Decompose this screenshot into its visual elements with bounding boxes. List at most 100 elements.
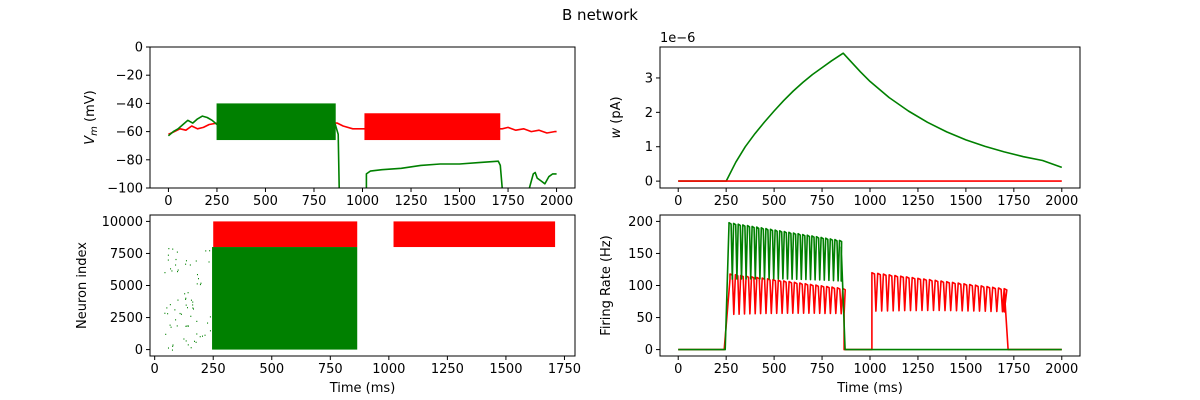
raster-sparse-spike (166, 307, 168, 309)
y-axis-label-unit: (pA) (609, 96, 624, 127)
y-tick-label: −80 (116, 153, 143, 168)
x-tick-label: 1750 (492, 194, 525, 209)
raster-sparse-spike (175, 258, 177, 261)
raster-sparse-spike (185, 304, 187, 306)
raster-sparse-spike (195, 341, 197, 343)
raster-sparse-spike (186, 325, 188, 327)
raster-sparse-spike (184, 293, 186, 295)
x-tick-label: 0 (674, 362, 682, 377)
axes-frame (149, 214, 576, 357)
raster-sparse-spike (169, 304, 171, 306)
raster-sparse-spike (208, 261, 210, 263)
raster-spike-block (212, 247, 358, 350)
raster-sparse-spike (186, 307, 188, 309)
x-tick-label: 1250 (901, 362, 934, 377)
raster-sparse-spike (207, 322, 209, 324)
y-tick-label: −40 (116, 97, 143, 112)
x-tick-label: 1750 (997, 362, 1030, 377)
raster-sparse-spike (185, 263, 187, 265)
y-axis-label: Neuron index (75, 242, 90, 329)
y-tick-label: 0 (645, 343, 653, 358)
raster-sparse-spike (177, 269, 179, 271)
raster-sparse-spike (167, 254, 169, 256)
x-tick-label: 250 (205, 194, 230, 209)
y-tick-label: 2500 (110, 311, 143, 326)
raster-sparse-spike (164, 312, 166, 314)
y-axis-label: w (pA) (609, 96, 624, 138)
raster-sparse-spike (171, 270, 173, 272)
raster-sparse-spike (185, 297, 187, 299)
x-tick-label: 1500 (489, 362, 522, 377)
w-green-trace (678, 52, 1063, 182)
raster-spike-block (213, 221, 358, 248)
x-tick-label: 250 (201, 362, 226, 377)
y-tick-label: 7500 (110, 247, 143, 262)
raster-sparse-spike (201, 335, 203, 337)
raster-sparse-spike (195, 260, 197, 262)
raster-sparse-spike (185, 325, 187, 327)
raster-sparse-spike (170, 268, 172, 270)
raster-sparse-spike (194, 340, 196, 342)
x-tick-label: 1000 (346, 194, 379, 209)
raster-sparse-spike (209, 250, 211, 252)
firing-rate-panel: 0 250 500 750 1000 1250 1500 1750 2000 0 50 100 150 2… (599, 214, 1081, 396)
raster-sparse-spike (170, 326, 172, 328)
axes-frame (149, 46, 576, 189)
y-tick-label: 0 (645, 175, 653, 190)
raster-sparse-spike (192, 304, 194, 306)
raster-sparse-spike (175, 319, 177, 321)
y-tick-label: −100 (107, 182, 143, 197)
y-tick-label: 3 (645, 71, 653, 86)
x-tick-label: 1000 (853, 362, 886, 377)
raster-sparse-spike (187, 292, 189, 294)
x-tick-label: 0 (164, 194, 172, 209)
x-tick-label: 1500 (949, 194, 982, 209)
raster-sparse-spike (189, 264, 191, 266)
raster-sparse-spike (169, 324, 171, 326)
vm-panel: 0 250 500 750 1000 1250 1500 1750 2000 0 −20 −40 −60… (83, 41, 576, 209)
x-tick-label: 1250 (901, 194, 934, 209)
raster-spike-block (393, 221, 556, 248)
axes-frame (659, 46, 1081, 189)
raster-sparse-spike (164, 272, 166, 274)
raster-sparse-spike (205, 250, 207, 252)
w-panel: 0 250 500 750 1000 1250 1500 1750 2000 0 1 2 3 w (pA)… (609, 31, 1081, 209)
raster-sparse-spike (192, 301, 194, 303)
y-tick-label: 200 (628, 215, 653, 230)
x-tick-label: 1000 (853, 194, 886, 209)
x-tick-label: 500 (259, 362, 284, 377)
rate-green-trace (678, 221, 1062, 351)
raster-sparse-spike (199, 283, 201, 286)
raster-sparse-spike (185, 298, 187, 300)
axes-frame (659, 214, 1081, 357)
raster-sparse-spike (177, 270, 179, 273)
x-tick-label: 1750 (548, 362, 581, 377)
raster-sparse-spike (177, 299, 179, 301)
raster-sparse-spike (167, 259, 169, 261)
x-tick-label: 750 (810, 362, 835, 377)
raster-sparse-spike (185, 260, 187, 262)
x-tick-label: 750 (302, 194, 327, 209)
x-tick-label: 2000 (1045, 194, 1078, 209)
x-tick-label: 0 (674, 194, 682, 209)
raster-sparse-spike (197, 278, 199, 280)
x-tick-label: 1250 (431, 362, 464, 377)
raster-sparse-spike (165, 333, 167, 335)
raster-sparse-spike (196, 283, 198, 285)
x-tick-label: 1500 (949, 362, 982, 377)
raster-sparse-spike (209, 330, 211, 332)
raster-sparse-spike (190, 347, 192, 349)
y-tick-label: 2 (645, 106, 653, 121)
x-tick-label: 0 (151, 362, 159, 377)
raster-sparse-spike (167, 313, 169, 315)
y-tick-label: 50 (636, 311, 653, 326)
raster-sparse-spike (175, 264, 177, 266)
raster-sparse-spike (174, 309, 176, 311)
x-tick-label: 2000 (540, 194, 573, 209)
y-axis-label-symbol: V (83, 135, 98, 145)
raster-sparse-spike (209, 316, 211, 318)
x-tick-label: 2000 (1045, 362, 1078, 377)
raster-sparse-spike (185, 340, 187, 342)
raster-sparse-spike (187, 344, 189, 346)
